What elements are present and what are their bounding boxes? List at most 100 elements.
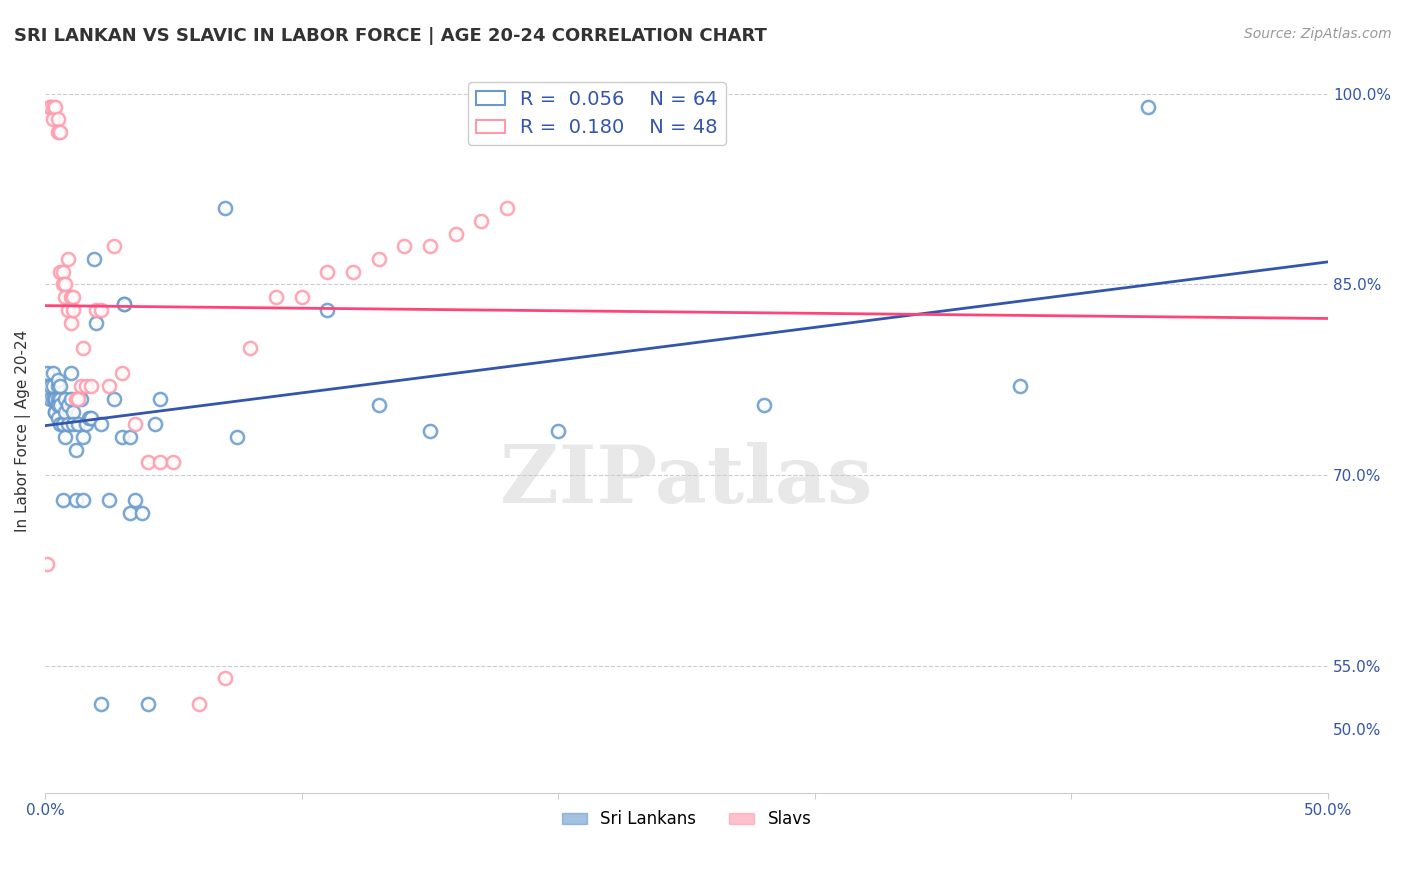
Point [44,100,66,114]
Point [67,392,90,406]
Point [62,290,84,304]
Point [52,417,75,432]
Point [162,455,184,469]
Point [187,697,209,711]
Point [72,341,94,355]
Point [342,265,364,279]
Point [49,417,72,432]
Point [56,398,79,412]
Point [59,290,82,304]
Point [90,697,112,711]
Point [62,290,84,304]
Point [62,404,84,418]
Point [59,316,82,330]
Point [118,430,141,444]
Point [316,302,339,317]
Point [39,379,62,393]
Point [41,100,63,114]
Point [55,290,77,304]
Point [444,227,467,241]
Point [239,341,262,355]
Point [392,239,415,253]
Point [98,493,121,508]
Point [65,442,87,457]
Point [143,417,166,432]
Point [59,316,82,330]
Point [46,392,69,406]
Point [80,379,103,393]
Point [56,252,79,266]
Point [49,265,72,279]
Point [46,373,69,387]
Point [41,379,63,393]
Point [44,404,66,418]
Point [46,125,69,139]
Point [98,379,121,393]
Point [55,290,77,304]
Point [214,201,236,215]
Point [49,398,72,412]
Point [55,404,77,418]
Point [98,379,121,393]
Point [547,424,569,438]
Point [49,417,72,432]
Point [44,392,66,406]
Point [69,392,91,406]
Point [316,302,339,317]
Point [84,316,107,330]
Point [44,392,66,406]
Point [124,493,146,508]
Point [1010,379,1032,393]
Point [264,290,287,304]
Point [290,290,312,304]
Point [52,265,75,279]
Point [84,302,107,317]
Point [75,379,97,393]
Point [214,671,236,685]
Point [367,252,389,266]
Point [59,367,82,381]
Point [46,410,69,425]
Point [1137,100,1160,114]
Point [187,697,209,711]
Point [41,367,63,381]
Point [41,112,63,127]
Point [59,392,82,406]
Point [124,493,146,508]
Point [41,112,63,127]
Point [367,398,389,412]
Point [49,398,72,412]
Point [124,417,146,432]
Point [55,430,77,444]
Point [342,265,364,279]
Point [162,455,184,469]
Point [111,430,134,444]
Point [56,252,79,266]
Point [37,367,59,381]
Point [75,417,97,432]
Point [49,265,72,279]
Point [62,417,84,432]
Point [419,239,441,253]
Point [46,398,69,412]
Point [103,239,125,253]
Point [72,430,94,444]
Point [55,404,77,418]
Point [52,277,75,292]
Point [41,379,63,393]
Point [56,398,79,412]
Point [214,201,236,215]
Point [80,379,103,393]
Point [44,404,66,418]
Point [114,296,136,310]
Point [55,277,77,292]
Point [1010,379,1032,393]
Text: Source: ZipAtlas.com: Source: ZipAtlas.com [1244,27,1392,41]
Point [470,214,492,228]
Point [39,379,62,393]
Point [49,379,72,393]
Point [149,392,172,406]
Point [56,417,79,432]
Point [56,302,79,317]
Point [62,302,84,317]
